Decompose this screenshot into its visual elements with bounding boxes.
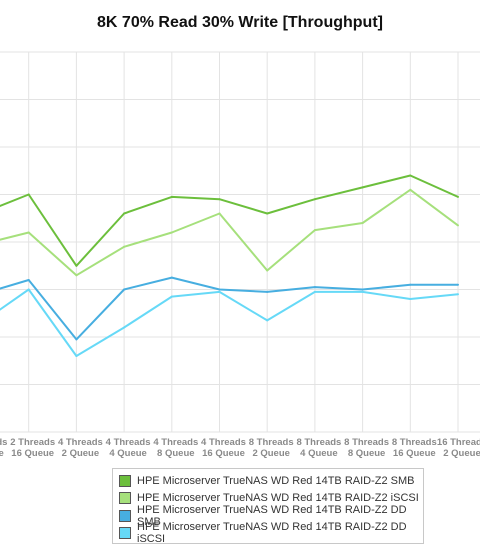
data-point: [313, 198, 316, 201]
legend-item[interactable]: HPE Microserver TrueNAS WD Red 14TB RAID…: [119, 490, 423, 508]
data-point: [123, 245, 126, 248]
data-point: [75, 274, 78, 277]
legend: HPE Microserver TrueNAS WD Red 14TB RAID…: [112, 468, 424, 545]
data-point: [75, 338, 78, 341]
data-point: [218, 290, 221, 293]
legend-swatch: [119, 527, 131, 540]
series-line-4: [0, 288, 459, 357]
data-point: [266, 269, 269, 272]
x-tick-label: 4 Threads 8 Queue: [153, 437, 198, 459]
data-point: [170, 295, 173, 298]
data-point: [457, 195, 459, 198]
legend-item[interactable]: HPE Microserver TrueNAS WD Red 14TB RAID…: [119, 521, 423, 545]
legend-label: HPE Microserver TrueNAS WD Red 14TB RAID…: [137, 503, 407, 528]
series-layer: [0, 174, 459, 357]
data-point: [313, 290, 316, 293]
data-point: [75, 264, 78, 267]
data-point: [218, 198, 221, 201]
legend-label: HPE Microserver TrueNAS WD Red 14TB RAID…: [137, 521, 407, 546]
data-point: [361, 290, 364, 293]
x-tick-label: 8 Threads 8 Queue: [344, 437, 389, 459]
data-point: [123, 212, 126, 215]
x-tick-label: 8 Threads 2 Queue: [249, 437, 294, 459]
x-tick-label: 4 Threads 2 Queue: [58, 437, 103, 459]
x-tick-label: 4 Threads 16 Queue: [201, 437, 246, 459]
data-point: [457, 224, 459, 227]
data-point: [313, 229, 316, 232]
legend-swatch: [119, 474, 131, 487]
data-point: [123, 288, 126, 291]
x-tick-label: 8 Threads 16 Queue: [392, 437, 437, 459]
data-point: [361, 288, 364, 291]
legend-label: HPE Microserver TrueNAS WD Red 14TB RAID…: [137, 492, 419, 505]
data-point: [457, 283, 459, 286]
series-line-1: [0, 174, 459, 267]
data-point: [27, 193, 30, 196]
data-point: [27, 288, 30, 291]
series-line-3: [0, 276, 458, 341]
data-point: [75, 355, 78, 357]
chart-title: 8K 70% Read 30% Write [Throughput]: [97, 14, 383, 31]
data-point: [409, 174, 412, 177]
x-tick-label: 4 Threads 4 Queue: [106, 437, 151, 459]
legend-swatch: [119, 492, 131, 505]
data-point: [27, 231, 30, 234]
x-tick-label: 2 Threads 16 Queue: [10, 437, 55, 459]
legend-item[interactable]: HPE Microserver TrueNAS WD Red 14TB RAID…: [119, 503, 423, 528]
data-point: [457, 293, 459, 296]
legend-item[interactable]: HPE Microserver TrueNAS WD Red 14TB RAID…: [119, 472, 423, 490]
data-point: [170, 195, 173, 198]
data-point: [266, 290, 269, 293]
data-point: [313, 286, 316, 289]
data-point: [409, 283, 412, 286]
legend-swatch: [119, 509, 131, 522]
data-point: [27, 279, 30, 281]
data-point: [361, 222, 364, 224]
grid-layer: [0, 51, 480, 433]
data-point: [218, 288, 221, 291]
legend-label: HPE Microserver TrueNAS WD Red 14TB RAID…: [137, 474, 415, 487]
data-point: [170, 231, 173, 234]
data-point: [409, 188, 412, 191]
data-point: [170, 276, 173, 279]
data-point: [218, 212, 221, 215]
data-point: [123, 326, 126, 329]
data-point: [361, 186, 364, 189]
data-point: [409, 298, 412, 300]
x-tick-label: 8 Threads 4 Queue: [296, 437, 341, 459]
data-point: [266, 319, 269, 322]
data-point: [266, 212, 269, 215]
